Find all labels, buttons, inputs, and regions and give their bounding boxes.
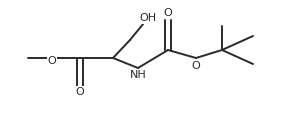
Text: O: O [192, 61, 201, 71]
Text: O: O [164, 8, 172, 18]
Text: NH: NH [130, 70, 146, 80]
Text: O: O [76, 87, 84, 97]
Text: O: O [48, 56, 56, 66]
Text: OH: OH [139, 13, 157, 23]
